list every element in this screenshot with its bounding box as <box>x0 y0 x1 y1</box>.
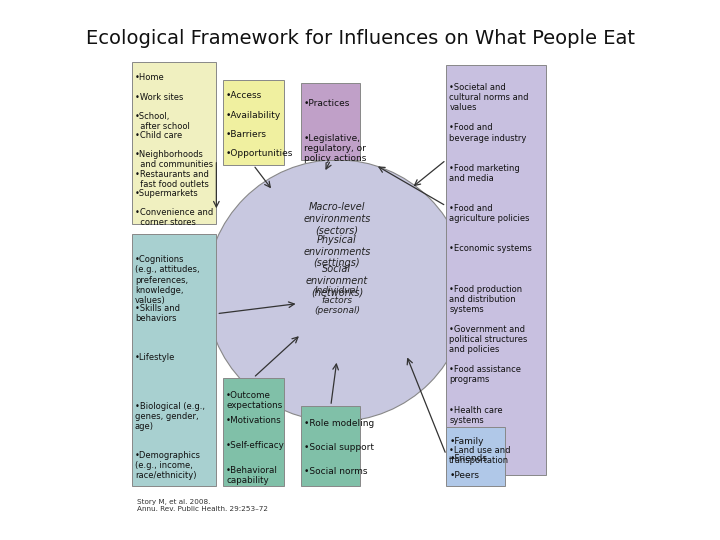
FancyBboxPatch shape <box>301 406 360 485</box>
Text: •Economic systems: •Economic systems <box>449 245 532 253</box>
Text: Social
environment
(networks): Social environment (networks) <box>306 265 368 298</box>
Text: •Neighborhoods
  and communities: •Neighborhoods and communities <box>135 151 213 170</box>
Text: •Home: •Home <box>135 73 165 82</box>
FancyBboxPatch shape <box>132 62 217 224</box>
Text: •Barriers: •Barriers <box>226 130 267 139</box>
Text: •Social norms: •Social norms <box>304 467 368 476</box>
Text: •Peers: •Peers <box>449 471 480 480</box>
Text: •Demographics
(e.g., income,
race/ethnicity): •Demographics (e.g., income, race/ethnic… <box>135 451 201 480</box>
FancyBboxPatch shape <box>223 378 284 485</box>
Text: •Opportunities: •Opportunities <box>226 149 294 158</box>
Text: •Cognitions
(e.g., attitudes,
preferences,
knowledge,
values): •Cognitions (e.g., attitudes, preference… <box>135 255 199 305</box>
Text: •Food marketing
and media: •Food marketing and media <box>449 164 520 183</box>
Text: •Self-efficacy: •Self-efficacy <box>226 441 285 450</box>
Text: •Lifestyle: •Lifestyle <box>135 353 175 362</box>
Text: •Behavioral
capability: •Behavioral capability <box>226 466 278 485</box>
Text: •Government and
political structures
and policies: •Government and political structures and… <box>449 325 528 354</box>
Text: •Land use and
transportation: •Land use and transportation <box>449 446 510 465</box>
Text: •Outcome
expectations: •Outcome expectations <box>226 391 282 410</box>
Text: •Food and
agriculture policies: •Food and agriculture policies <box>449 204 530 223</box>
Text: Individual
factors
(personal): Individual factors (personal) <box>314 286 360 315</box>
FancyBboxPatch shape <box>132 234 217 485</box>
Text: Ecological Framework for Influences on What People Eat: Ecological Framework for Influences on W… <box>86 29 634 48</box>
Text: •Availability: •Availability <box>226 111 282 119</box>
Text: •Work sites: •Work sites <box>135 92 183 102</box>
FancyBboxPatch shape <box>223 80 284 165</box>
Circle shape <box>237 191 437 390</box>
Text: •Motivations: •Motivations <box>226 416 282 425</box>
Text: •Legislative,
regulatory, or
policy actions: •Legislative, regulatory, or policy acti… <box>304 134 366 163</box>
Circle shape <box>268 221 406 360</box>
Text: •Food and
beverage industry: •Food and beverage industry <box>449 124 526 143</box>
Circle shape <box>299 252 375 329</box>
Text: •Role modeling: •Role modeling <box>304 418 374 428</box>
Text: Physical
environments
(settings): Physical environments (settings) <box>303 235 371 268</box>
Text: •Restaurants and
  fast food outlets: •Restaurants and fast food outlets <box>135 170 209 189</box>
Text: •Practices: •Practices <box>304 99 351 108</box>
Text: Macro-level
environments
(sectors): Macro-level environments (sectors) <box>303 202 371 235</box>
Text: •Social support: •Social support <box>304 443 374 452</box>
FancyBboxPatch shape <box>301 83 360 160</box>
FancyBboxPatch shape <box>446 65 546 475</box>
Text: •School,
  after school: •School, after school <box>135 112 189 131</box>
Circle shape <box>206 160 468 421</box>
Text: •Biological (e.g.,
genes, gender,
age): •Biological (e.g., genes, gender, age) <box>135 402 204 431</box>
Text: •Food assistance
programs: •Food assistance programs <box>449 366 521 384</box>
Text: •Family: •Family <box>449 437 484 445</box>
Text: Story M, et al. 2008.
Annu. Rev. Public Health. 29:253–72: Story M, et al. 2008. Annu. Rev. Public … <box>137 500 268 512</box>
Text: •Child care: •Child care <box>135 131 182 140</box>
Text: •Societal and
cultural norms and
values: •Societal and cultural norms and values <box>449 83 528 112</box>
Text: •Food production
and distribution
systems: •Food production and distribution system… <box>449 285 523 314</box>
Text: •Friends: •Friends <box>449 454 487 463</box>
Text: •Access: •Access <box>226 91 262 100</box>
Text: •Health care
systems: •Health care systems <box>449 406 503 425</box>
Text: •Supermarkets: •Supermarkets <box>135 189 199 198</box>
Text: •Convenience and
  corner stores: •Convenience and corner stores <box>135 208 213 227</box>
Text: •Skills and
behaviors: •Skills and behaviors <box>135 304 180 323</box>
FancyBboxPatch shape <box>446 427 505 485</box>
